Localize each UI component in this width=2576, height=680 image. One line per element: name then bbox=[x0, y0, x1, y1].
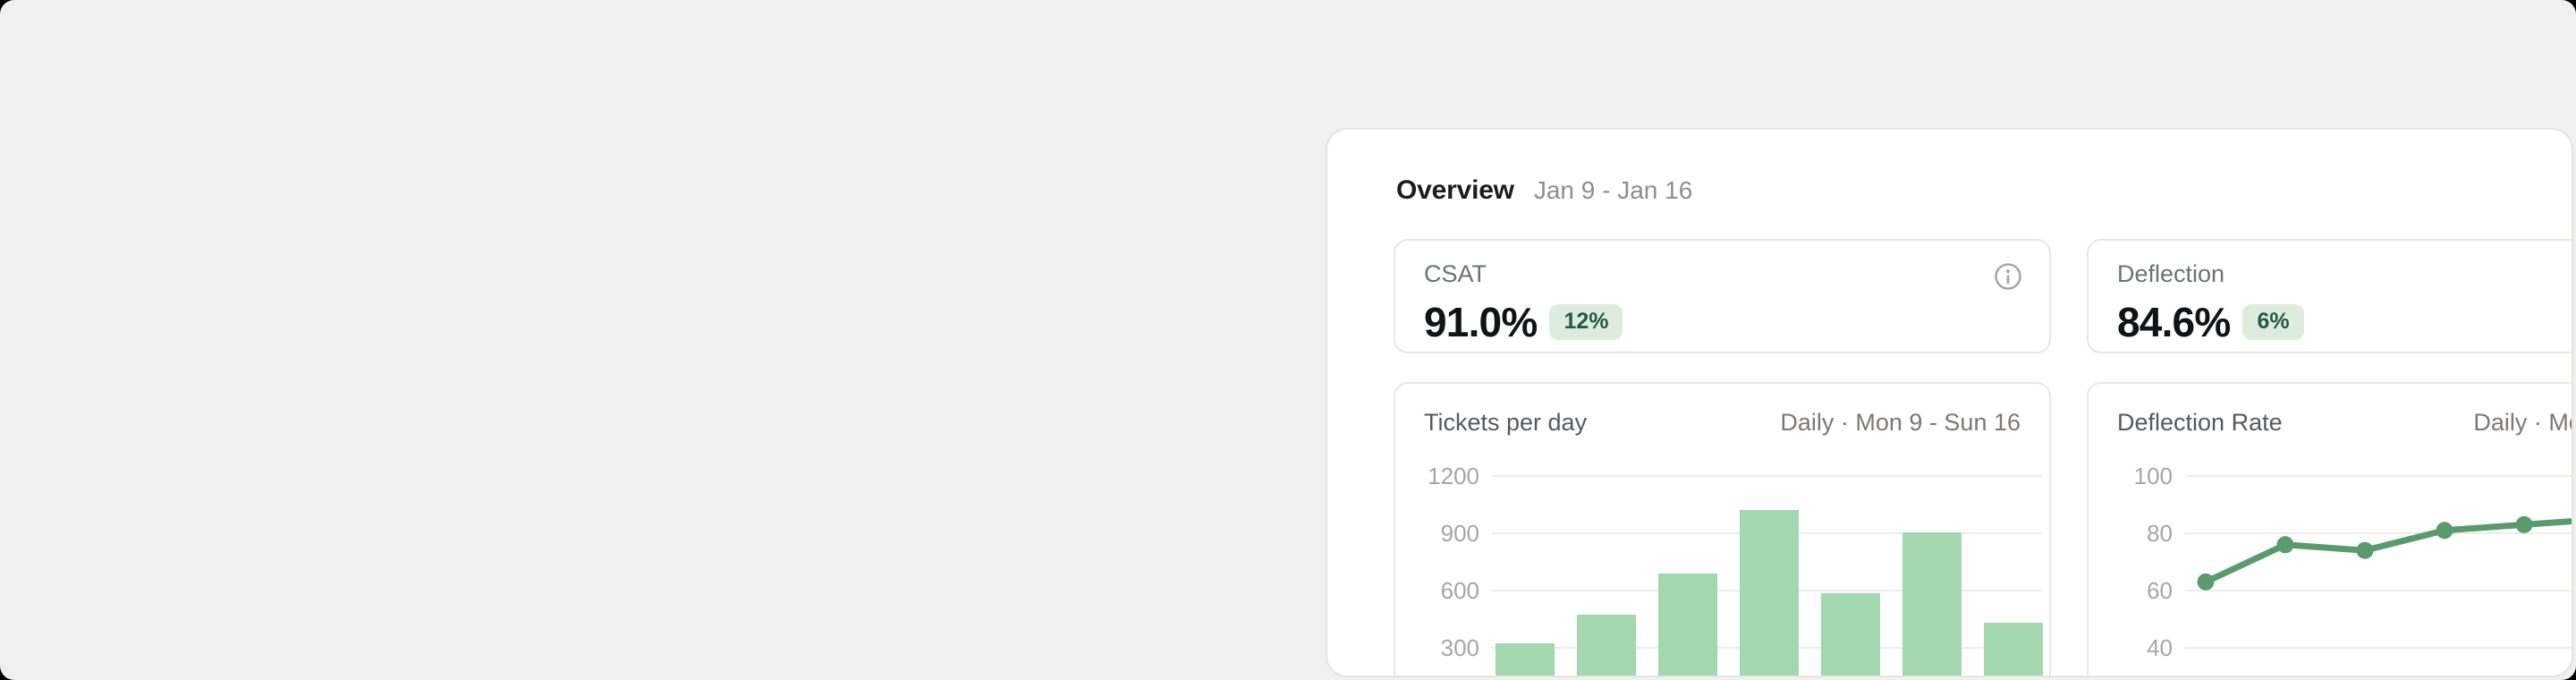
bar bbox=[1984, 623, 2043, 676]
y-axis-label: 40 bbox=[2147, 634, 2173, 661]
grid-row: 100 bbox=[2089, 463, 2572, 489]
data-point bbox=[2436, 522, 2453, 540]
chart-period-label: Daily · Mon 9 - Sun 16 bbox=[1780, 409, 2021, 436]
grid-row: 1200 bbox=[1395, 464, 2049, 488]
gridline bbox=[2185, 532, 2572, 534]
y-axis-label: 1200 bbox=[1428, 463, 1479, 489]
data-point bbox=[2276, 536, 2294, 554]
delta-badge: 12% bbox=[1549, 304, 1623, 340]
y-axis-label: 300 bbox=[1440, 634, 1479, 661]
metric-card-csat: CSAT 91.0% 12% bbox=[1394, 239, 2051, 353]
grid-row: 40 bbox=[2089, 634, 2572, 661]
chart-period-label: Daily · Mon 9 - Sun 16 bbox=[2473, 409, 2572, 436]
chart-card-deflection-rate: Deflection Rate Daily · Mon 9 - Sun 16 1… bbox=[2087, 382, 2572, 676]
gridline bbox=[2185, 647, 2572, 649]
line-plot-area bbox=[2185, 476, 2572, 676]
grid-row: 60 bbox=[2089, 577, 2572, 604]
metric-value: 91.0% bbox=[1424, 299, 1538, 345]
y-axis-label: 60 bbox=[2147, 577, 2173, 604]
grid-row: 80 bbox=[2089, 520, 2572, 547]
bar-plot-area bbox=[1492, 476, 2043, 676]
y-axis-label: 600 bbox=[1440, 577, 1479, 604]
metrics-row: CSAT 91.0% 12% Deflection bbox=[1394, 239, 2572, 353]
gridline bbox=[2185, 590, 2572, 591]
y-axis-label: 80 bbox=[2147, 520, 2173, 547]
line-series bbox=[2197, 515, 2572, 591]
y-axis-label: 900 bbox=[1440, 520, 1479, 547]
metric-label: CSAT bbox=[1424, 260, 1487, 287]
data-point bbox=[2356, 541, 2374, 559]
metric-label: Deflection bbox=[2117, 260, 2225, 287]
data-point bbox=[2197, 573, 2215, 591]
chart-card-tickets-per-day: Tickets per day Daily · Mon 9 - Sun 16 1… bbox=[1394, 382, 2051, 676]
bar bbox=[1577, 614, 1636, 676]
gridline bbox=[1492, 475, 2042, 477]
bar bbox=[1902, 531, 1962, 676]
delta-badge: 6% bbox=[2242, 304, 2304, 340]
y-axis-label: 100 bbox=[2133, 463, 2173, 489]
chart-title: Tickets per day bbox=[1424, 409, 1588, 436]
overview-header: Overview Jan 9 - Jan 16 bbox=[1396, 175, 1692, 206]
bar bbox=[1821, 593, 1880, 676]
gridline bbox=[2185, 475, 2572, 477]
charts-row: Tickets per day Daily · Mon 9 - Sun 16 1… bbox=[1394, 382, 2572, 676]
bar bbox=[1658, 573, 1717, 676]
info-icon[interactable] bbox=[1994, 262, 2022, 291]
metric-value: 84.6% bbox=[2117, 299, 2231, 345]
metric-card-deflection: Deflection 84.6% 6% bbox=[2087, 239, 2572, 353]
chart-title: Deflection Rate bbox=[2117, 409, 2283, 436]
bar bbox=[1496, 642, 1555, 676]
page-title: Overview bbox=[1396, 175, 1514, 205]
data-point bbox=[2515, 515, 2533, 533]
bar bbox=[1740, 510, 1799, 676]
date-range-label: Jan 9 - Jan 16 bbox=[1533, 176, 1693, 204]
overview-section: Overview Jan 9 - Jan 16 CSAT 91.0% 12% bbox=[1326, 128, 2573, 677]
